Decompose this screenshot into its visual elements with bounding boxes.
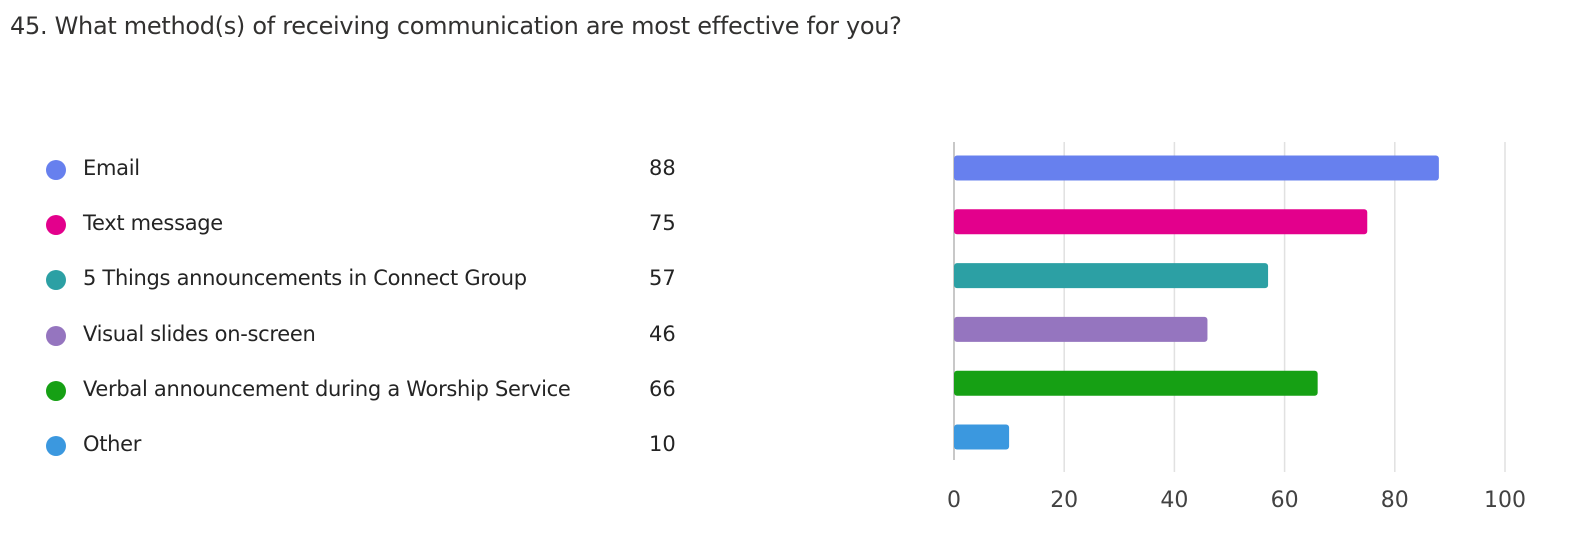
bar[interactable]	[954, 209, 1368, 235]
legend-dot-icon	[46, 160, 66, 180]
legend-label: 5 Things announcements in Connect Group	[83, 266, 527, 291]
x-tick-label: 20	[1050, 488, 1078, 513]
legend-label: Other	[83, 431, 142, 456]
bar[interactable]	[954, 424, 1010, 450]
legend-label: Verbal announcement during a Worship Ser…	[83, 376, 571, 401]
legend-dot-icon	[46, 270, 66, 291]
x-tick-label: 40	[1160, 488, 1188, 513]
question-title: 45. What method(s) of receiving communic…	[10, 12, 902, 40]
legend-dot-icon	[46, 380, 66, 401]
legend-label: Text message	[83, 211, 223, 236]
legend-dot-icon	[46, 435, 66, 456]
legend-dot-icon	[46, 215, 66, 236]
bar[interactable]	[954, 263, 1269, 289]
bar[interactable]	[954, 155, 1439, 181]
legend-count: 10	[649, 431, 676, 456]
x-tick-label: 100	[1484, 488, 1526, 513]
legend-count: 66	[649, 376, 676, 401]
x-tick-label: 60	[1271, 488, 1299, 513]
x-tick-label: 0	[947, 488, 961, 513]
x-tick-label: 80	[1381, 488, 1409, 513]
legend-label: Visual slides on-screen	[83, 321, 316, 346]
bar[interactable]	[954, 316, 1208, 342]
legend-dot-icon	[46, 325, 66, 346]
legend-label: Email	[83, 156, 140, 180]
legend-item: Email 88	[45, 143, 685, 198]
legend-item: 5 Things announcements in Connect Group 5…	[45, 253, 685, 308]
legend-count: 88	[649, 156, 676, 180]
legend: Email 88 Text message 75 5 Things announceme…	[45, 143, 685, 474]
legend-count: 75	[649, 211, 676, 236]
legend-item: Other 10	[45, 419, 685, 474]
legend-count: 46	[649, 321, 676, 346]
legend-count: 57	[649, 266, 676, 291]
legend-item: Verbal announcement during a Worship Ser…	[45, 364, 685, 419]
bar[interactable]	[954, 370, 1318, 396]
legend-item: Text message 75	[45, 198, 685, 253]
legend-item: Visual slides on-screen 46	[45, 309, 685, 364]
